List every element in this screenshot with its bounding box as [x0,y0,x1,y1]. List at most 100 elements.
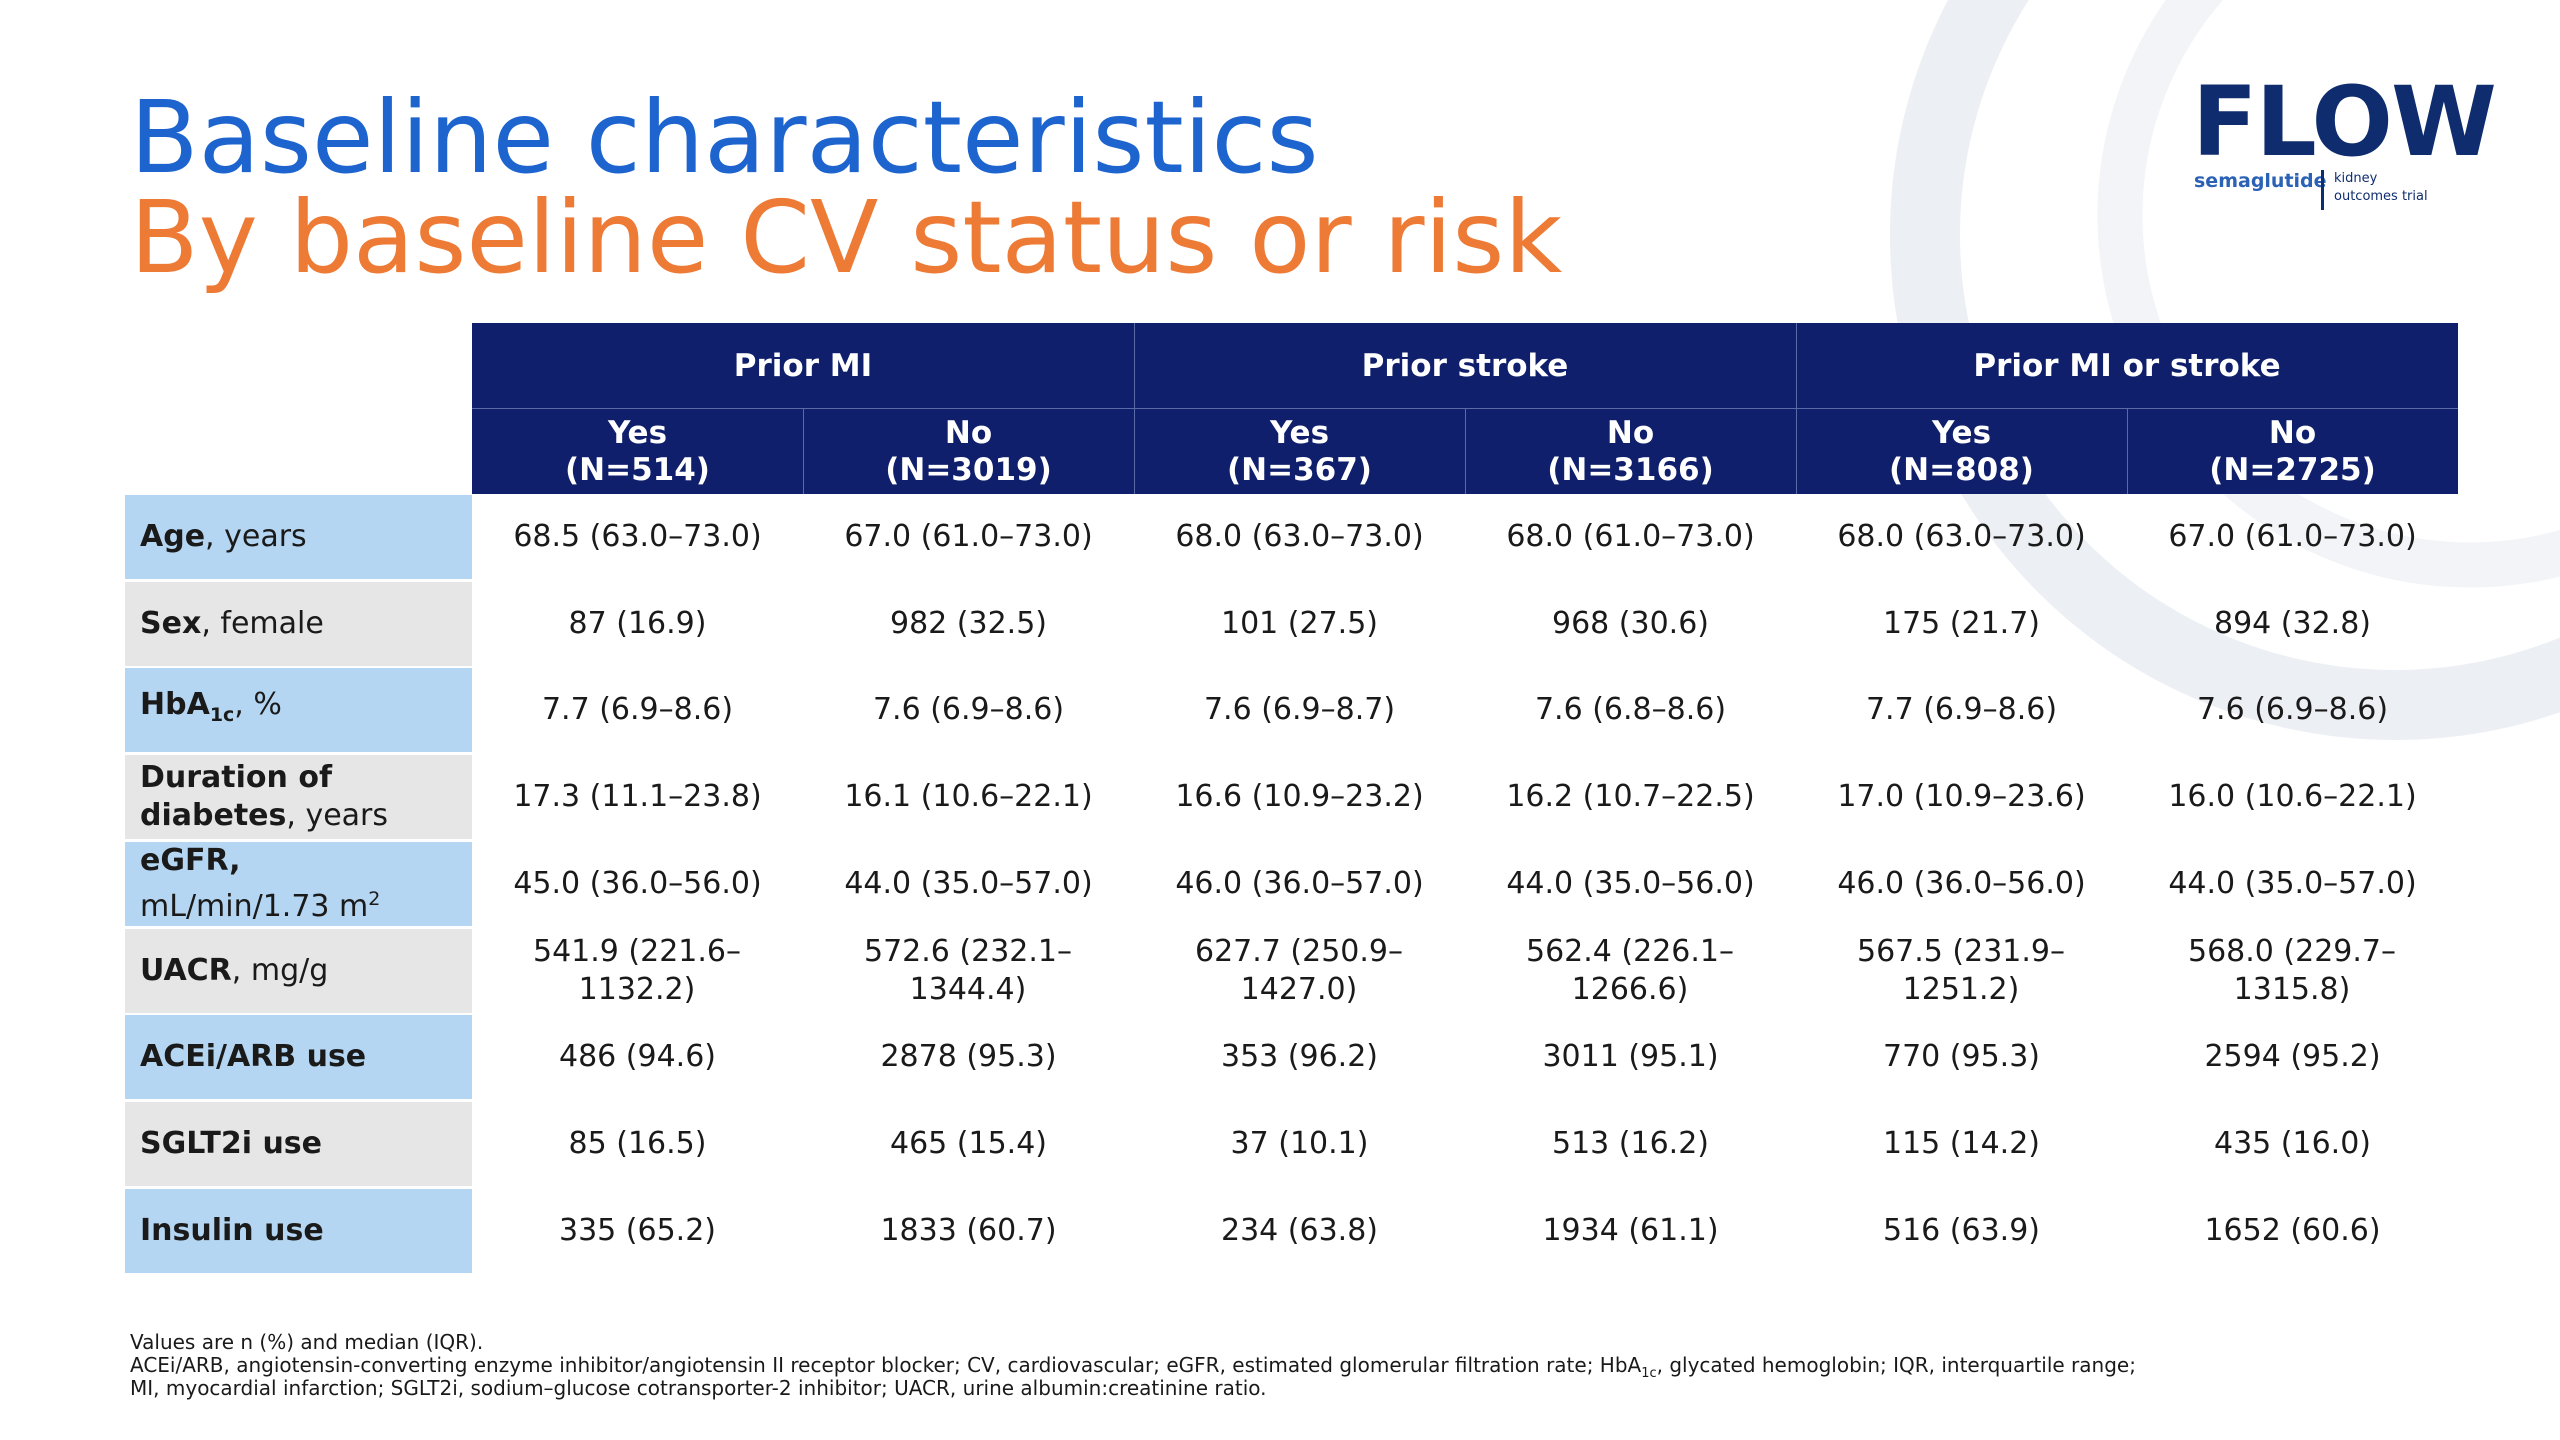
table-cell: 2594 (95.2) [2204,1039,2381,1074]
header-divider [1465,409,1466,494]
row-label-bold: UACR [140,953,232,988]
group-header: Prior MI [472,323,1134,408]
header-hline [472,408,2458,409]
table-cell: 16.0 (10.6–22.1) [2168,779,2417,814]
table-cell: 572.6 (232.1–1344.4) [863,934,1072,1007]
row-label-bold: Duration of diabetes [140,760,332,833]
column-header: Yes (N=367) [1134,409,1465,494]
table-cell: 7.6 (6.8–8.6) [1534,692,1727,727]
page-title: Baseline characteristics [130,79,1319,196]
table-cell: 234 (63.8) [1220,1213,1378,1248]
header-divider [803,409,804,494]
column-header-n: (N=3166) [1547,451,1714,488]
table-cell: 37 (10.1) [1230,1126,1369,1161]
row-label: Sex, female [125,582,472,666]
table-cell: 175 (21.7) [1882,606,2040,641]
column-header-n: (N=3019) [885,451,1052,488]
column-header-label: No [1606,414,1655,451]
row-label-subscript: 1c [209,704,235,726]
table-cell: 770 (95.3) [1882,1039,2040,1074]
row-label: eGFR, mL/min/1.73 m2 [125,842,472,926]
row-label: Duration of diabetes, years [125,755,472,839]
table-cell: 541.9 (221.6–1132.2) [532,934,741,1007]
flow-logo: FLOW semaglutide kidney outcomes trial [2188,72,2506,217]
row-label-text: eGFR, mL/min/1.73 m2 [140,842,380,926]
column-header-label: No [944,414,993,451]
table-cell: 45.0 (36.0–56.0) [513,866,762,901]
row-label-bold: eGFR, [140,843,241,878]
table-cell: 68.5 (63.0–73.0) [513,519,762,554]
row-label-text: UACR, mg/g [140,952,328,990]
table-cell: 353 (96.2) [1220,1039,1378,1074]
table-cell: 562.4 (226.1–1266.6) [1525,934,1734,1007]
table-cell: 435 (16.0) [2213,1126,2371,1161]
column-header: No (N=2725) [2127,409,2458,494]
column-header: Yes (N=514) [472,409,803,494]
table-cell: 68.0 (61.0–73.0) [1506,519,1755,554]
logo-semaglutide: semaglutide [2194,170,2327,192]
group-header: Prior stroke [1134,323,1796,408]
table-cell: 982 (32.5) [889,606,1047,641]
row-label: HbA1c, % [125,668,472,752]
table-cell: 568.0 (229.7–1315.8) [2187,934,2396,1007]
table-cell: 513 (16.2) [1551,1126,1709,1161]
row-label-rest: , female [201,606,324,641]
table-cell: 567.5 (231.9–1251.2) [1856,934,2065,1007]
column-header-n: (N=808) [1889,451,2034,488]
row-label-text: HbA1c, % [140,686,282,734]
row-label-bold: SGLT2i use [140,1126,323,1161]
row-label-text: Sex, female [140,605,324,643]
column-header-n: (N=514) [565,451,710,488]
table-cell: 1833 (60.7) [880,1213,1057,1248]
table-cell: 17.3 (11.1–23.8) [513,779,762,814]
table-cell: 46.0 (36.0–57.0) [1175,866,1424,901]
row-label-text: Duration of diabetes, years [140,759,472,835]
table-cell: 894 (32.8) [2213,606,2371,641]
table-cell: 465 (15.4) [889,1126,1047,1161]
row-label-text: Insulin use [140,1212,324,1250]
column-header-label: Yes [1931,414,1992,451]
table-cell: 44.0 (35.0–56.0) [1506,866,1755,901]
table-cell: 68.0 (63.0–73.0) [1837,519,2086,554]
table-cell: 7.6 (6.9–8.7) [1203,692,1396,727]
row-label: Insulin use [125,1189,472,1273]
table-cell: 46.0 (36.0–56.0) [1837,866,2086,901]
footnote-values: Values are n (%) and median (IQR). [130,1330,484,1354]
column-header-label: Yes [607,414,668,451]
logo-tagline: kidney outcomes trial [2334,171,2428,204]
row-label-text: ACEi/ARB use [140,1038,366,1076]
table-cell: 68.0 (63.0–73.0) [1175,519,1424,554]
row-label: UACR, mg/g [125,929,472,1013]
table-cell: 16.1 (10.6–22.1) [844,779,1093,814]
table-cell: 44.0 (35.0–57.0) [2168,866,2417,901]
table-cell: 1934 (61.1) [1542,1213,1719,1248]
table-cell: 85 (16.5) [568,1126,707,1161]
row-label: SGLT2i use [125,1102,472,1186]
table-cell: 101 (27.5) [1220,606,1378,641]
row-label-text: SGLT2i use [140,1125,322,1163]
row-label-bold: Insulin use [140,1213,324,1248]
group-header: Prior MI or stroke [1796,323,2458,408]
column-header-label: No [2268,414,2317,451]
column-header-n: (N=367) [1227,451,1372,488]
row-label-bold: Sex [140,606,202,641]
column-header-label: Yes [1269,414,1330,451]
table-cell: 17.0 (10.9–23.6) [1837,779,2086,814]
table-cell: 1652 (60.6) [2204,1213,2381,1248]
row-label-bold: Age [140,519,206,554]
table-cell: 7.6 (6.9–8.6) [872,692,1065,727]
table-cell: 516 (63.9) [1882,1213,2040,1248]
table-cell: 67.0 (61.0–73.0) [844,519,1093,554]
table-cell: 2878 (95.3) [880,1039,1057,1074]
column-header-n: (N=2725) [2209,451,2376,488]
row-label-bold: ACEi/ARB use [140,1039,367,1074]
row-label-rest: , mg/g [231,953,329,988]
footnote-abbreviations: ACEi/ARB, angiotensin-converting enzyme … [130,1353,2136,1382]
table-cell: 7.7 (6.9–8.6) [1865,692,2058,727]
logo-wordmark: FLOW [2192,66,2497,178]
row-label: ACEi/ARB use [125,1015,472,1099]
table-cell: 3011 (95.1) [1542,1039,1719,1074]
page-subtitle: By baseline CV status or risk [130,179,1563,296]
table-cell: 486 (94.6) [558,1039,716,1074]
